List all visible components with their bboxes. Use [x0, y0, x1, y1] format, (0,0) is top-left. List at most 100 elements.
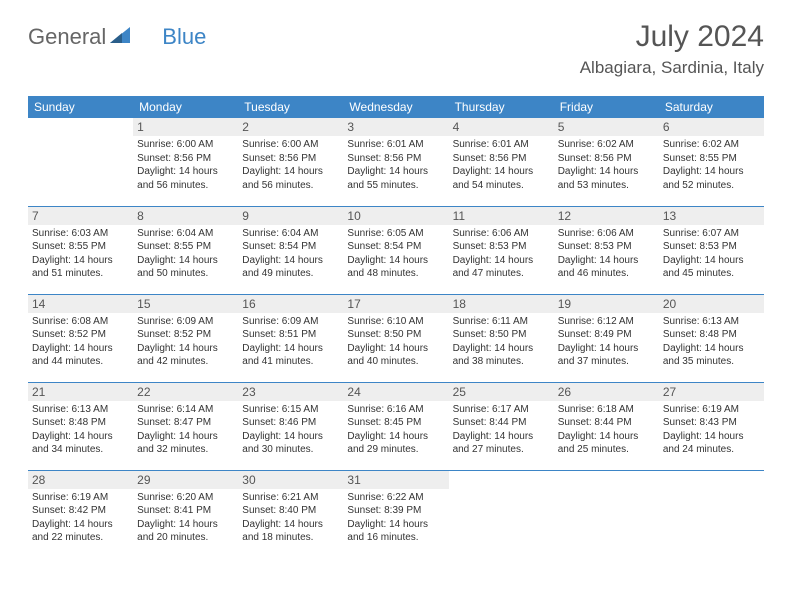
calendar-day-cell: 22Sunrise: 6:14 AMSunset: 8:47 PMDayligh…: [133, 382, 238, 470]
sunrise-text: Sunrise: 6:08 AM: [32, 315, 129, 329]
sunrise-text: Sunrise: 6:21 AM: [242, 491, 339, 505]
daylight-text: Daylight: 14 hours and 42 minutes.: [137, 342, 234, 369]
day-number: 1: [133, 118, 238, 136]
sunrise-text: Sunrise: 6:14 AM: [137, 403, 234, 417]
day-number: 6: [659, 118, 764, 136]
sunrise-text: Sunrise: 6:03 AM: [32, 227, 129, 241]
sunrise-text: Sunrise: 6:18 AM: [558, 403, 655, 417]
day-details: Sunrise: 6:02 AMSunset: 8:55 PMDaylight:…: [663, 138, 760, 192]
weekday-header: Tuesday: [238, 96, 343, 118]
daylight-text: Daylight: 14 hours and 24 minutes.: [663, 430, 760, 457]
daylight-text: Daylight: 14 hours and 18 minutes.: [242, 518, 339, 545]
sunrise-text: Sunrise: 6:13 AM: [663, 315, 760, 329]
day-number: 29: [133, 471, 238, 489]
sunset-text: Sunset: 8:47 PM: [137, 416, 234, 430]
day-number: 18: [449, 295, 554, 313]
daylight-text: Daylight: 14 hours and 49 minutes.: [242, 254, 339, 281]
daylight-text: Daylight: 14 hours and 32 minutes.: [137, 430, 234, 457]
day-details: Sunrise: 6:13 AMSunset: 8:48 PMDaylight:…: [663, 315, 760, 369]
daylight-text: Daylight: 14 hours and 22 minutes.: [32, 518, 129, 545]
day-number: 24: [343, 383, 448, 401]
calendar-day-cell: [659, 470, 764, 558]
day-number: 5: [554, 118, 659, 136]
sunset-text: Sunset: 8:44 PM: [558, 416, 655, 430]
sunrise-text: Sunrise: 6:19 AM: [32, 491, 129, 505]
day-details: Sunrise: 6:18 AMSunset: 8:44 PMDaylight:…: [558, 403, 655, 457]
logo-triangle-icon: [110, 27, 130, 48]
sunset-text: Sunset: 8:39 PM: [347, 504, 444, 518]
sunset-text: Sunset: 8:45 PM: [347, 416, 444, 430]
daylight-text: Daylight: 14 hours and 54 minutes.: [453, 165, 550, 192]
calendar-day-cell: 11 Sunrise: 6:06 AMSunset: 8:53 PMDayligh…: [449, 206, 554, 294]
sunset-text: Sunset: 8:50 PM: [347, 328, 444, 342]
sunrise-text: Sunrise: 6:00 AM: [137, 138, 234, 152]
calendar-day-cell: 30 Sunrise: 6:21 AMSunset: 8:40 PMDayligh…: [238, 470, 343, 558]
sunrise-text: Sunrise: 6:22 AM: [347, 491, 444, 505]
calendar-day-cell: 2Sunrise: 6:00 AMSunset: 8:56 PMDaylight…: [238, 118, 343, 206]
sunset-text: Sunset: 8:56 PM: [558, 152, 655, 166]
day-number: 3: [343, 118, 448, 136]
page-header: General Blue July 2024 Albagiara, Sardin…: [28, 20, 764, 78]
sunrise-text: Sunrise: 6:05 AM: [347, 227, 444, 241]
title-block: July 2024 Albagiara, Sardinia, Italy: [580, 20, 764, 78]
logo-text-general: General: [28, 24, 106, 50]
calendar-day-cell: 12Sunrise: 6:06 AMSunset: 8:53 PMDayligh…: [554, 206, 659, 294]
weekday-header: Friday: [554, 96, 659, 118]
daylight-text: Daylight: 14 hours and 41 minutes.: [242, 342, 339, 369]
day-details: Sunrise: 6:08 AMSunset: 8:52 PMDaylight:…: [32, 315, 129, 369]
daylight-text: Daylight: 14 hours and 56 minutes.: [137, 165, 234, 192]
day-details: Sunrise: 6:21 AMSunset: 8:40 PMDaylight:…: [242, 491, 339, 545]
daylight-text: Daylight: 14 hours and 51 minutes.: [32, 254, 129, 281]
calendar-day-cell: 21Sunrise: 6:13 AMSunset: 8:48 PMDayligh…: [28, 382, 133, 470]
daylight-text: Daylight: 14 hours and 29 minutes.: [347, 430, 444, 457]
calendar-day-cell: 6 Sunrise: 6:02 AMSunset: 8:55 PMDaylight…: [659, 118, 764, 206]
sunset-text: Sunset: 8:52 PM: [137, 328, 234, 342]
sunset-text: Sunset: 8:55 PM: [32, 240, 129, 254]
calendar-day-cell: 27Sunrise: 6:19 AMSunset: 8:43 PMDayligh…: [659, 382, 764, 470]
sunset-text: Sunset: 8:55 PM: [137, 240, 234, 254]
calendar-day-cell: 28Sunrise: 6:19 AMSunset: 8:42 PMDayligh…: [28, 470, 133, 558]
day-details: Sunrise: 6:07 AMSunset: 8:53 PMDaylight:…: [663, 227, 760, 281]
daylight-text: Daylight: 14 hours and 56 minutes.: [242, 165, 339, 192]
sunset-text: Sunset: 8:52 PM: [32, 328, 129, 342]
day-number: 19: [554, 295, 659, 313]
sunset-text: Sunset: 8:56 PM: [137, 152, 234, 166]
day-details: Sunrise: 6:02 AMSunset: 8:56 PMDaylight:…: [558, 138, 655, 192]
sunrise-text: Sunrise: 6:12 AM: [558, 315, 655, 329]
weekday-header: Sunday: [28, 96, 133, 118]
calendar-day-cell: 5 Sunrise: 6:02 AMSunset: 8:56 PMDaylight…: [554, 118, 659, 206]
calendar-day-cell: 17Sunrise: 6:10 AMSunset: 8:50 PMDayligh…: [343, 294, 448, 382]
day-number: 14: [28, 295, 133, 313]
day-details: Sunrise: 6:13 AMSunset: 8:48 PMDaylight:…: [32, 403, 129, 457]
daylight-text: Daylight: 14 hours and 37 minutes.: [558, 342, 655, 369]
day-details: Sunrise: 6:03 AMSunset: 8:55 PMDaylight:…: [32, 227, 129, 281]
calendar-week-row: 28Sunrise: 6:19 AMSunset: 8:42 PMDayligh…: [28, 470, 764, 558]
day-details: Sunrise: 6:22 AMSunset: 8:39 PMDaylight:…: [347, 491, 444, 545]
sunrise-text: Sunrise: 6:01 AM: [453, 138, 550, 152]
sunrise-text: Sunrise: 6:00 AM: [242, 138, 339, 152]
logo-text-blue: Blue: [162, 24, 206, 50]
sunset-text: Sunset: 8:51 PM: [242, 328, 339, 342]
weekday-header: Thursday: [449, 96, 554, 118]
sunrise-text: Sunrise: 6:20 AM: [137, 491, 234, 505]
daylight-text: Daylight: 14 hours and 52 minutes.: [663, 165, 760, 192]
day-details: Sunrise: 6:19 AMSunset: 8:42 PMDaylight:…: [32, 491, 129, 545]
sunrise-text: Sunrise: 6:01 AM: [347, 138, 444, 152]
day-number: 9: [238, 207, 343, 225]
day-details: Sunrise: 6:16 AMSunset: 8:45 PMDaylight:…: [347, 403, 444, 457]
daylight-text: Daylight: 14 hours and 16 minutes.: [347, 518, 444, 545]
calendar-day-cell: [28, 118, 133, 206]
calendar-day-cell: 23Sunrise: 6:15 AMSunset: 8:46 PMDayligh…: [238, 382, 343, 470]
sunset-text: Sunset: 8:40 PM: [242, 504, 339, 518]
sunrise-text: Sunrise: 6:19 AM: [663, 403, 760, 417]
calendar-body: 1Sunrise: 6:00 AMSunset: 8:56 PMDaylight…: [28, 118, 764, 558]
daylight-text: Daylight: 14 hours and 55 minutes.: [347, 165, 444, 192]
day-details: Sunrise: 6:04 AMSunset: 8:54 PMDaylight:…: [242, 227, 339, 281]
sunset-text: Sunset: 8:44 PM: [453, 416, 550, 430]
day-number: 30: [238, 471, 343, 489]
calendar-page: General Blue July 2024 Albagiara, Sardin…: [0, 0, 792, 558]
day-details: Sunrise: 6:06 AMSunset: 8:53 PMDaylight:…: [453, 227, 550, 281]
calendar-day-cell: 31Sunrise: 6:22 AMSunset: 8:39 PMDayligh…: [343, 470, 448, 558]
day-details: Sunrise: 6:05 AMSunset: 8:54 PMDaylight:…: [347, 227, 444, 281]
day-number: 11: [449, 207, 554, 225]
